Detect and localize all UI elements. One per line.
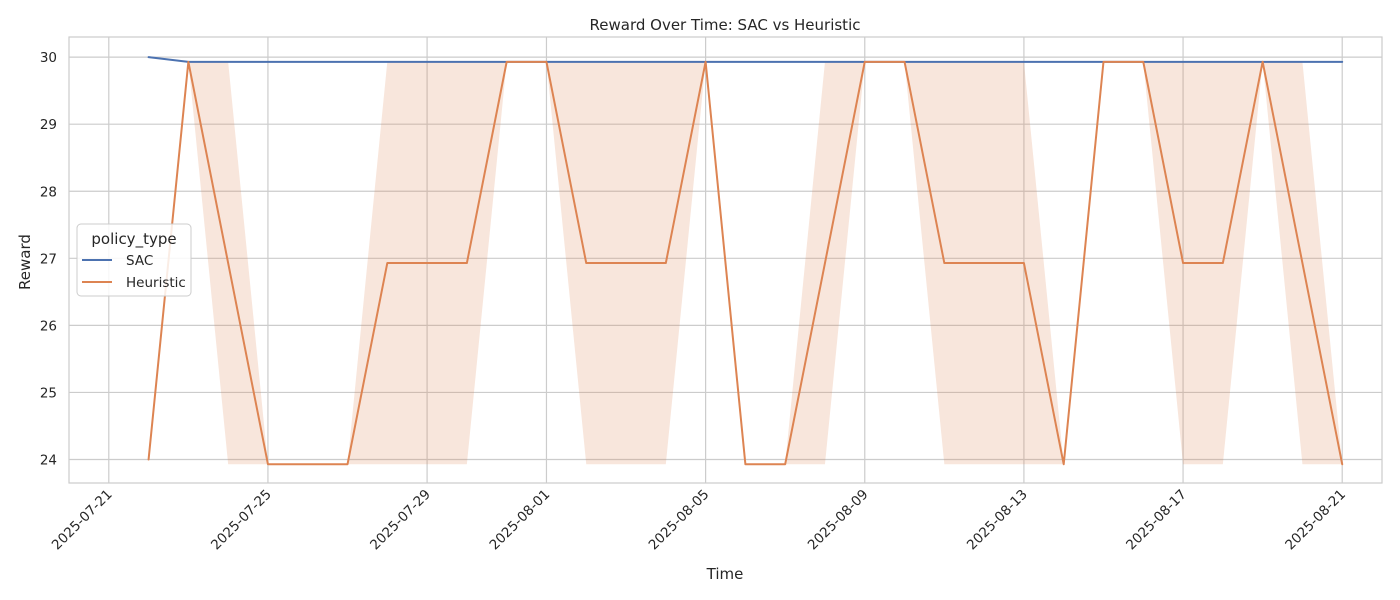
- y-axis-label: Reward: [16, 234, 34, 290]
- x-tick-label: 2025-08-21: [1282, 487, 1349, 554]
- y-tick-label: 28: [40, 184, 57, 200]
- x-tick-labels: 2025-07-21 2025-07-25 2025-07-29 2025-08-01…: [49, 487, 1349, 554]
- x-tick-label: 2025-08-17: [1123, 487, 1190, 554]
- x-axis-label: Time: [706, 565, 744, 583]
- legend-label-heuristic: Heuristic: [126, 275, 186, 291]
- y-tick-labels: 24 25 26 27 28 29 30: [40, 50, 57, 468]
- x-tick-label: 2025-07-29: [367, 487, 434, 554]
- legend-frame: [76, 223, 192, 297]
- y-tick-label: 24: [40, 453, 57, 469]
- series-line-heuristic: [147, 60, 1344, 466]
- x-tick-label: 2025-08-13: [964, 487, 1031, 554]
- y-tick-label: 26: [40, 318, 57, 334]
- y-tick-label: 25: [40, 385, 57, 401]
- chart-title: Reward Over Time: SAC vs Heuristic: [590, 16, 861, 34]
- legend: policy_type SAC Heuristic: [76, 223, 192, 297]
- legend-label-sac: SAC: [126, 253, 153, 269]
- y-tick-label: 30: [40, 50, 57, 66]
- x-tick-label: 2025-08-09: [805, 487, 872, 554]
- x-tick-label: 2025-08-01: [486, 487, 553, 554]
- y-tick-label: 27: [40, 251, 57, 267]
- x-tick-label: 2025-07-21: [49, 487, 116, 554]
- y-tick-label: 29: [40, 117, 57, 133]
- grid-lines: [69, 37, 1382, 483]
- legend-title: policy_type: [91, 230, 176, 249]
- axes-frame: [68, 36, 1383, 484]
- x-tick-label: 2025-08-05: [646, 487, 713, 554]
- x-tick-label: 2025-07-25: [208, 487, 275, 554]
- series-lines: [147, 56, 1344, 466]
